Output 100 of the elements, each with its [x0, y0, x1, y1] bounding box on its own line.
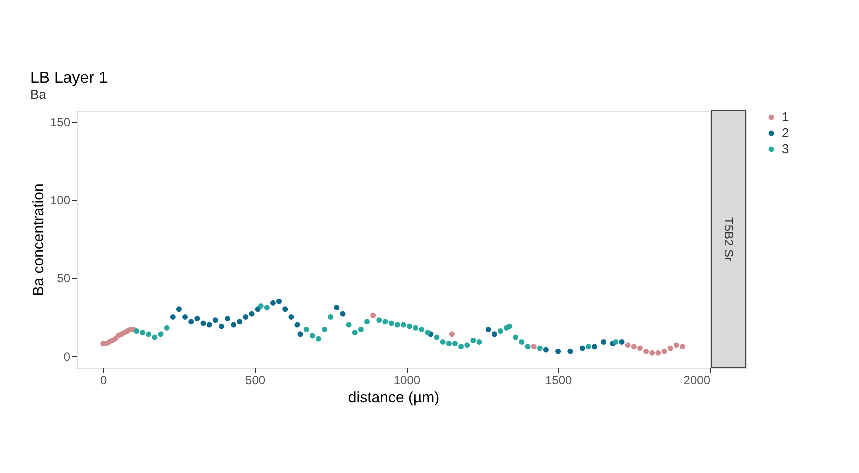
- point: [218, 324, 224, 330]
- point: [650, 350, 656, 356]
- point: [674, 342, 680, 348]
- point: [364, 319, 370, 325]
- point: [580, 346, 586, 352]
- point: [194, 316, 200, 322]
- x-tick-label: 500: [246, 374, 266, 388]
- point: [464, 342, 470, 348]
- point: [182, 314, 188, 320]
- point: [519, 339, 525, 345]
- point: [531, 344, 537, 350]
- point: [249, 311, 255, 317]
- point: [382, 319, 388, 325]
- point: [446, 341, 452, 347]
- point: [458, 344, 464, 350]
- point: [680, 344, 686, 350]
- point: [258, 304, 264, 310]
- legend-label: 2: [782, 126, 790, 140]
- point: [592, 344, 598, 350]
- point: [601, 339, 607, 345]
- point: [134, 328, 140, 334]
- point: [288, 314, 294, 320]
- point: [334, 305, 340, 311]
- point: [513, 334, 519, 340]
- point: [322, 326, 328, 332]
- point: [668, 346, 674, 352]
- point: [376, 318, 382, 324]
- point: [625, 342, 631, 348]
- point: [419, 326, 425, 332]
- point: [316, 336, 322, 342]
- point: [394, 322, 400, 328]
- point: [388, 320, 394, 326]
- point: [413, 325, 419, 331]
- point: [270, 300, 276, 306]
- point: [486, 326, 492, 332]
- point: [425, 330, 431, 336]
- point: [298, 332, 304, 338]
- point: [400, 322, 406, 328]
- point: [498, 328, 504, 334]
- point: [304, 326, 310, 332]
- point: [619, 339, 625, 345]
- text: T5B2 Sr: [722, 217, 736, 262]
- point: [543, 347, 549, 353]
- point: [140, 330, 146, 336]
- point: [310, 333, 316, 339]
- point: [231, 322, 237, 328]
- x-tick-label: 0: [100, 374, 108, 388]
- point: [206, 322, 212, 328]
- x-axis-title: distance (µm): [348, 390, 440, 406]
- point: [352, 330, 358, 336]
- point: [225, 316, 230, 322]
- point: [440, 339, 446, 345]
- point: [346, 322, 352, 328]
- point: [613, 339, 619, 345]
- point: [282, 306, 288, 312]
- point: [476, 339, 482, 345]
- point: [152, 334, 158, 340]
- point: [434, 334, 440, 340]
- point: [237, 319, 243, 325]
- point: [370, 312, 376, 318]
- point: [492, 332, 498, 338]
- chart-subtitle: Ba: [30, 87, 48, 102]
- x-tick-label: 1500: [545, 374, 573, 388]
- x-tick-label: 2000: [684, 374, 711, 388]
- point: [158, 332, 164, 338]
- point: [358, 326, 364, 332]
- y-axis-title: Ba concentration: [30, 184, 48, 296]
- point: [340, 311, 346, 317]
- point: [294, 322, 300, 328]
- point: [243, 314, 249, 320]
- point: [264, 305, 270, 311]
- y-tick-label: 50: [57, 272, 71, 286]
- y-tick-label: 100: [50, 194, 71, 208]
- point: [276, 298, 282, 304]
- point: [656, 350, 662, 356]
- point: [470, 338, 476, 344]
- point: [644, 348, 650, 354]
- point: [328, 314, 334, 320]
- point: [525, 344, 531, 350]
- point: [537, 346, 543, 352]
- point: [164, 325, 170, 331]
- point: [568, 348, 574, 354]
- point: [638, 346, 643, 352]
- point: [556, 348, 562, 354]
- point: [146, 332, 152, 338]
- point: [212, 318, 218, 324]
- x-tick-label: 1000: [394, 374, 421, 388]
- point: [586, 344, 592, 350]
- legend-label: 3: [782, 142, 790, 156]
- point: [200, 320, 206, 326]
- point: [507, 324, 513, 330]
- point: [406, 324, 412, 330]
- point: [662, 348, 668, 354]
- y-tick-label: 150: [50, 115, 71, 130]
- point: [631, 344, 637, 350]
- point: [170, 314, 176, 320]
- point: [452, 341, 458, 347]
- point: [188, 319, 194, 325]
- point: [176, 306, 182, 312]
- legend-label: 1: [782, 110, 790, 124]
